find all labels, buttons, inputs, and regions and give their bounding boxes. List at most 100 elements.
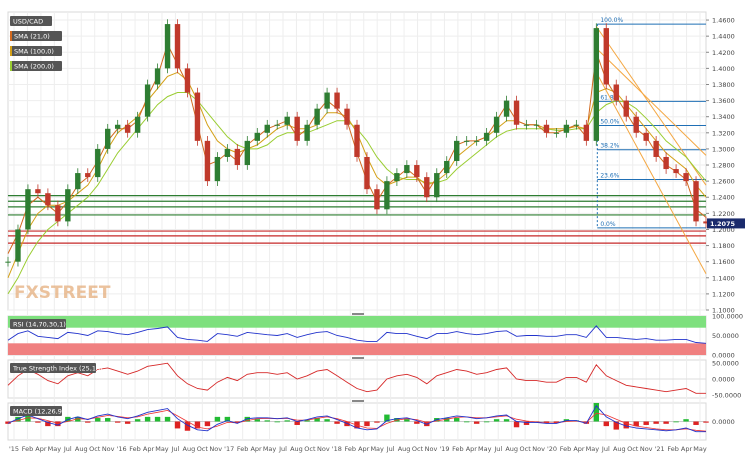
- legend-label: SMA (200,0): [14, 63, 54, 71]
- x-tick-label: May: [693, 445, 707, 453]
- y-tick-label: 1.4400: [712, 33, 735, 41]
- x-tick-label: Oct: [197, 445, 209, 453]
- x-tick-label: Nov: [532, 445, 545, 453]
- price-candle: [174, 24, 181, 69]
- legend-color-swatch: [10, 46, 12, 56]
- price-candle: [483, 132, 490, 141]
- price-candle: [603, 28, 609, 85]
- y-tick-label: 1.1200: [712, 290, 735, 298]
- x-tick-label: Aug: [183, 445, 196, 453]
- macd-histogram-bar: [673, 421, 679, 423]
- price-candle: [224, 148, 231, 157]
- price-candle: [563, 124, 570, 133]
- price-candle: [394, 173, 400, 182]
- legend-badge: [10, 46, 62, 56]
- x-tick-label: May: [478, 445, 492, 453]
- macd-label: MACD (12,26,9): [13, 408, 64, 416]
- price-candle: [693, 181, 699, 222]
- fib-level-label: 38.2%: [600, 143, 619, 150]
- x-tick-label: Oct: [520, 445, 532, 453]
- macd-histogram-bar: [693, 421, 699, 425]
- price-candle: [254, 132, 260, 141]
- price-candle: [304, 124, 310, 141]
- price-candle: [95, 148, 101, 178]
- macd-histogram-bar: [703, 421, 709, 423]
- x-tick-label: Jul: [386, 445, 395, 453]
- price-candle: [65, 189, 71, 222]
- rsi-label-badge: [10, 319, 66, 329]
- macd-histogram-bar: [174, 421, 181, 429]
- macd-histogram-bar: [543, 421, 550, 423]
- panel-resize-handle[interactable]: [352, 400, 364, 402]
- price-candle: [294, 116, 300, 141]
- trend-channel-lower: [595, 72, 707, 274]
- panel-resize-handle[interactable]: [352, 313, 364, 315]
- y-tick-label: 1.3800: [712, 81, 735, 89]
- macd-histogram-bar: [304, 420, 310, 422]
- rsi-y-tick-label: 0.0000: [712, 352, 735, 360]
- price-candle: [55, 205, 61, 222]
- x-tick-label: Feb: [22, 445, 34, 453]
- rsi-line: [7, 325, 707, 344]
- macd-histogram-bar: [204, 421, 211, 427]
- price-candle: [244, 140, 251, 166]
- macd-histogram-bar: [473, 421, 480, 424]
- price-candle: [234, 148, 241, 166]
- price-candle: [703, 221, 709, 224]
- tsi-y-tick-label: 50.0000: [712, 360, 739, 368]
- price-candle: [264, 124, 270, 133]
- macd-histogram-bar: [523, 421, 530, 425]
- macd-label-badge: [10, 406, 62, 416]
- rsi-y-tick-label: 50.0000: [712, 332, 739, 340]
- x-tick-label: Nov: [317, 445, 330, 453]
- y-tick-label: 1.1400: [712, 274, 735, 282]
- x-tick-label: Apr: [681, 445, 693, 453]
- symbol-badge: [10, 16, 52, 26]
- fib-level-label: 23.6%: [600, 173, 619, 180]
- macd-histogram-bar: [493, 419, 500, 422]
- x-tick-label: Oct: [89, 445, 101, 453]
- panel-resize-handle[interactable]: [352, 357, 364, 359]
- macd-histogram-bar: [224, 416, 231, 422]
- y-tick-label: 1.4200: [712, 49, 735, 57]
- watermark-logo: FXSTREET: [14, 283, 111, 303]
- legend-label: SMA (21,0): [14, 33, 50, 41]
- macd-histogram-bar: [653, 421, 659, 424]
- macd-histogram-bar: [314, 418, 320, 422]
- macd-histogram-bar: [593, 403, 600, 422]
- price-candle: [15, 229, 21, 262]
- y-tick-label: 1.2400: [712, 194, 735, 202]
- price-candle: [324, 92, 330, 109]
- price-candle: [434, 173, 440, 198]
- x-tick-label: Apr: [573, 445, 585, 453]
- macd-histogram-bar: [364, 421, 370, 427]
- y-tick-label: 1.2800: [712, 162, 735, 170]
- price-candle: [344, 108, 350, 125]
- price-candle: [633, 116, 639, 133]
- x-tick-label: Oct: [627, 445, 639, 453]
- x-tick-label: '18: [332, 445, 342, 453]
- x-tick-label: '16: [117, 445, 127, 453]
- macd-histogram-bar: [334, 421, 340, 424]
- price-candle: [314, 108, 320, 125]
- price-candle: [214, 156, 221, 182]
- legend-color-swatch: [10, 31, 12, 41]
- macd-histogram-bar: [134, 419, 141, 422]
- x-tick-label: Apr: [143, 445, 155, 453]
- price-candle: [134, 116, 141, 133]
- price-candle: [404, 165, 410, 174]
- price-candle: [284, 116, 290, 125]
- price-candle: [364, 156, 370, 190]
- x-tick-label: May: [370, 445, 384, 453]
- legend-label: SMA (100,0): [14, 48, 54, 56]
- price-candle: [643, 132, 649, 141]
- price-candle: [334, 92, 340, 109]
- fib-level-label: 50.0%: [600, 119, 619, 126]
- legend-color-swatch: [10, 61, 12, 71]
- macd-histogram-bar: [234, 421, 241, 423]
- macd-histogram-bar: [124, 421, 131, 424]
- y-tick-label: 1.3000: [712, 145, 735, 153]
- tsi-y-tick-label: -50.0000: [712, 391, 741, 399]
- price-candle: [85, 173, 91, 178]
- tsi-label: True Strength Index (25,13): [12, 365, 103, 373]
